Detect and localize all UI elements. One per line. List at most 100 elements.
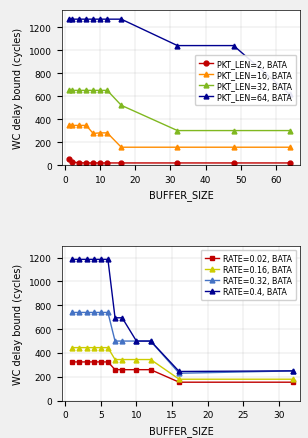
PKT_LEN=16, BATA (288, 145, 292, 151)
RATE=0.02, BATA (71, 360, 74, 365)
RATE=0.16, BATA (135, 357, 138, 362)
RATE=0.16, BATA (291, 377, 295, 382)
RATE=0.16, BATA (120, 357, 124, 362)
PKT_LEN=32, BATA (176, 129, 179, 134)
X-axis label: BUFFER_SIZE: BUFFER_SIZE (148, 425, 213, 436)
RATE=0.16, BATA (78, 345, 81, 350)
X-axis label: BUFFER_SIZE: BUFFER_SIZE (148, 190, 213, 201)
PKT_LEN=2, BATA (176, 161, 179, 166)
RATE=0.32, BATA (120, 339, 124, 344)
RATE=0.16, BATA (99, 345, 103, 350)
Line: RATE=0.32, BATA: RATE=0.32, BATA (70, 310, 296, 376)
RATE=0.32, BATA (92, 310, 95, 315)
RATE=0.4, BATA (113, 315, 117, 321)
PKT_LEN=2, BATA (91, 161, 95, 166)
RATE=0.32, BATA (106, 310, 110, 315)
PKT_LEN=32, BATA (98, 88, 102, 94)
RATE=0.02, BATA (78, 360, 81, 365)
RATE=0.16, BATA (113, 357, 117, 362)
Line: PKT_LEN=32, BATA: PKT_LEN=32, BATA (66, 89, 292, 134)
PKT_LEN=32, BATA (70, 88, 74, 94)
PKT_LEN=2, BATA (67, 157, 71, 162)
RATE=0.4, BATA (92, 257, 95, 262)
RATE=0.4, BATA (78, 257, 81, 262)
PKT_LEN=32, BATA (84, 88, 88, 94)
PKT_LEN=32, BATA (91, 88, 95, 94)
RATE=0.16, BATA (92, 345, 95, 350)
RATE=0.4, BATA (149, 339, 152, 344)
PKT_LEN=32, BATA (67, 88, 71, 94)
RATE=0.16, BATA (71, 345, 74, 350)
RATE=0.02, BATA (92, 360, 95, 365)
PKT_LEN=16, BATA (67, 124, 71, 129)
RATE=0.02, BATA (120, 367, 124, 372)
RATE=0.32, BATA (149, 339, 152, 344)
PKT_LEN=64, BATA (70, 18, 74, 23)
PKT_LEN=2, BATA (288, 161, 292, 166)
RATE=0.02, BATA (99, 360, 103, 365)
PKT_LEN=2, BATA (105, 161, 109, 166)
RATE=0.02, BATA (113, 367, 117, 372)
RATE=0.32, BATA (113, 339, 117, 344)
RATE=0.02, BATA (149, 367, 152, 372)
Legend: PKT_LEN=2, BATA, PKT_LEN=16, BATA, PKT_LEN=32, BATA, PKT_LEN=64, BATA: PKT_LEN=2, BATA, PKT_LEN=16, BATA, PKT_L… (195, 56, 296, 106)
Y-axis label: WC delay bound (cycles): WC delay bound (cycles) (13, 263, 23, 384)
RATE=0.32, BATA (291, 368, 295, 374)
Y-axis label: WC delay bound (cycles): WC delay bound (cycles) (13, 28, 23, 149)
RATE=0.32, BATA (78, 310, 81, 315)
PKT_LEN=16, BATA (91, 131, 95, 137)
PKT_LEN=64, BATA (84, 18, 88, 23)
PKT_LEN=32, BATA (77, 88, 81, 94)
PKT_LEN=64, BATA (77, 18, 81, 23)
RATE=0.4, BATA (106, 257, 110, 262)
RATE=0.16, BATA (177, 377, 181, 382)
PKT_LEN=2, BATA (84, 161, 88, 166)
PKT_LEN=16, BATA (176, 145, 179, 151)
RATE=0.02, BATA (85, 360, 88, 365)
PKT_LEN=16, BATA (105, 131, 109, 136)
PKT_LEN=2, BATA (70, 160, 74, 166)
Line: RATE=0.02, BATA: RATE=0.02, BATA (70, 360, 296, 385)
PKT_LEN=16, BATA (98, 131, 102, 136)
Line: PKT_LEN=16, BATA: PKT_LEN=16, BATA (66, 124, 292, 150)
RATE=0.32, BATA (85, 310, 88, 315)
RATE=0.4, BATA (177, 369, 181, 374)
RATE=0.32, BATA (177, 371, 181, 376)
RATE=0.16, BATA (106, 345, 110, 350)
RATE=0.4, BATA (99, 257, 103, 262)
PKT_LEN=16, BATA (77, 124, 81, 129)
PKT_LEN=64, BATA (105, 18, 109, 23)
RATE=0.32, BATA (99, 310, 103, 315)
RATE=0.02, BATA (106, 360, 110, 365)
PKT_LEN=2, BATA (77, 161, 81, 166)
RATE=0.02, BATA (135, 367, 138, 372)
PKT_LEN=16, BATA (120, 145, 123, 151)
PKT_LEN=32, BATA (232, 129, 235, 134)
RATE=0.16, BATA (85, 345, 88, 350)
PKT_LEN=2, BATA (232, 161, 235, 166)
PKT_LEN=64, BATA (91, 18, 95, 23)
RATE=0.32, BATA (71, 310, 74, 315)
RATE=0.16, BATA (149, 357, 152, 362)
RATE=0.4, BATA (135, 339, 138, 344)
PKT_LEN=64, BATA (120, 18, 123, 23)
PKT_LEN=16, BATA (70, 124, 74, 129)
Legend: RATE=0.02, BATA, RATE=0.16, BATA, RATE=0.32, BATA, RATE=0.4, BATA: RATE=0.02, BATA, RATE=0.16, BATA, RATE=0… (201, 250, 296, 300)
RATE=0.02, BATA (291, 380, 295, 385)
PKT_LEN=16, BATA (232, 145, 235, 151)
Line: PKT_LEN=64, BATA: PKT_LEN=64, BATA (66, 18, 292, 98)
RATE=0.32, BATA (135, 339, 138, 344)
Line: PKT_LEN=2, BATA: PKT_LEN=2, BATA (66, 158, 292, 166)
PKT_LEN=2, BATA (98, 161, 102, 166)
Line: RATE=0.4, BATA: RATE=0.4, BATA (70, 258, 296, 374)
RATE=0.4, BATA (291, 368, 295, 374)
PKT_LEN=64, BATA (67, 18, 71, 23)
PKT_LEN=64, BATA (98, 18, 102, 23)
PKT_LEN=32, BATA (288, 129, 292, 134)
RATE=0.4, BATA (85, 257, 88, 262)
PKT_LEN=32, BATA (105, 88, 109, 94)
RATE=0.4, BATA (71, 257, 74, 262)
PKT_LEN=2, BATA (120, 161, 123, 166)
PKT_LEN=16, BATA (84, 124, 88, 129)
Line: RATE=0.16, BATA: RATE=0.16, BATA (70, 346, 296, 382)
